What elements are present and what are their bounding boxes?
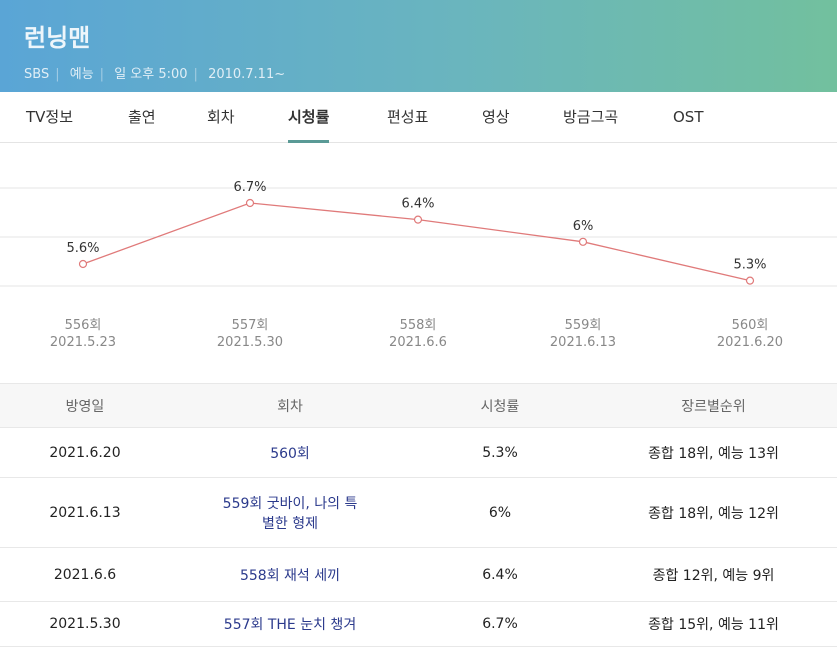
tab-0[interactable]: TV정보 xyxy=(26,108,74,126)
program-title: 런닝맨 xyxy=(24,24,91,52)
air-date: 2021.6.13 xyxy=(0,477,170,548)
schedule: 일 오후 5:00 xyxy=(114,67,188,82)
table-row: 2021.6.6 558회 재석 세끼 6.4% 종합 12위, 예능 9위 xyxy=(0,547,837,602)
data-label: 6% xyxy=(573,219,594,234)
tab-3[interactable]: 시청률 xyxy=(288,92,330,143)
table-row: 2021.5.30 557회 THE 눈치 챙겨 6.7% 종합 15위, 예능 11… xyxy=(0,601,837,647)
air-date: 2021.6.6 xyxy=(0,547,170,602)
data-label: 6.4% xyxy=(401,197,434,212)
table-row: 2021.6.13 559회 굿바이, 나의 특별한 형제 6% 종합 18위, 예능… xyxy=(0,477,837,548)
tab-6[interactable]: 방금그곡 xyxy=(563,108,619,126)
genre-rank: 종합 15위, 예능 11위 xyxy=(590,601,837,647)
program-header: 런닝맨 SBS | 예능 | 일 오후 5:00 | 2010.7.11~ xyxy=(0,0,837,92)
genre-rank: 종합 18위, 예능 12위 xyxy=(590,477,837,548)
column-header: 장르별순위 xyxy=(590,383,837,428)
x-tick-date: 2021.6.20 xyxy=(717,335,783,350)
data-point xyxy=(413,215,423,224)
x-tick-date: 2021.5.30 xyxy=(217,335,283,350)
data-label: 5.6% xyxy=(66,241,99,256)
x-tick-episode: 556회 xyxy=(65,318,102,333)
air-date: 2021.5.30 xyxy=(0,601,170,647)
start-date: 2010.7.11~ xyxy=(208,67,286,82)
rating: 6.7% xyxy=(410,601,590,647)
table-row: 2021.6.20 560회 5.3% 종합 18위, 예능 13위 xyxy=(0,427,837,478)
genre-rank: 종합 12위, 예능 9위 xyxy=(590,547,837,602)
column-header: 방영일 xyxy=(0,383,170,428)
data-point xyxy=(245,198,255,208)
ratings-chart: 5.6% 556회 2021.5.23 6.7% 557회 2021.5.30 6.4% 55… xyxy=(0,180,837,350)
episode-link[interactable]: 560회 xyxy=(170,427,410,478)
ratings-table: 방영일 회차 시청률 장르별순위 2021.6.20 560회 5.3% 종합 18위, 예… xyxy=(0,383,837,647)
episode-link[interactable]: 559회 굿바이, 나의 특별한 형제 xyxy=(170,477,410,548)
x-tick-date: 2021.6.6 xyxy=(389,335,447,350)
data-point xyxy=(578,237,588,246)
program-meta: SBS | 예능 | 일 오후 5:00 | 2010.7.11~ xyxy=(24,67,286,82)
rating: 6.4% xyxy=(410,547,590,602)
tab-4[interactable]: 편성표 xyxy=(387,108,429,126)
data-point xyxy=(78,259,88,269)
x-tick-episode: 559회 xyxy=(565,318,602,333)
tab-bar: TV정보 출연 회차 시청률 편성표 영상 방금그곡 OST xyxy=(0,92,837,143)
genre-rank: 종합 18위, 예능 13위 xyxy=(590,427,837,478)
tab-7[interactable]: OST xyxy=(673,108,704,126)
x-tick-episode: 560회 xyxy=(732,318,769,333)
episode-link[interactable]: 557회 THE 눈치 챙겨 xyxy=(170,601,410,647)
x-tick-date: 2021.6.13 xyxy=(550,335,616,350)
series-line xyxy=(82,202,751,282)
rating: 6% xyxy=(410,477,590,548)
tab-5[interactable]: 영상 xyxy=(482,108,510,126)
data-label: 6.7% xyxy=(233,180,266,195)
column-header: 시청률 xyxy=(410,383,590,428)
air-date: 2021.6.20 xyxy=(0,427,170,478)
data-label: 5.3% xyxy=(733,258,766,273)
data-point xyxy=(745,276,755,285)
episode-link[interactable]: 558회 재석 세끼 xyxy=(170,547,410,602)
genre: 예능 xyxy=(69,67,94,82)
broadcaster: SBS xyxy=(24,67,50,82)
tab-1[interactable]: 출연 xyxy=(128,108,156,126)
x-tick-episode: 557회 xyxy=(232,318,269,333)
tab-2[interactable]: 회차 xyxy=(207,108,235,126)
x-tick-date: 2021.5.23 xyxy=(50,335,116,350)
x-tick-episode: 558회 xyxy=(400,318,437,333)
rating: 5.3% xyxy=(410,427,590,478)
column-header: 회차 xyxy=(170,383,410,428)
